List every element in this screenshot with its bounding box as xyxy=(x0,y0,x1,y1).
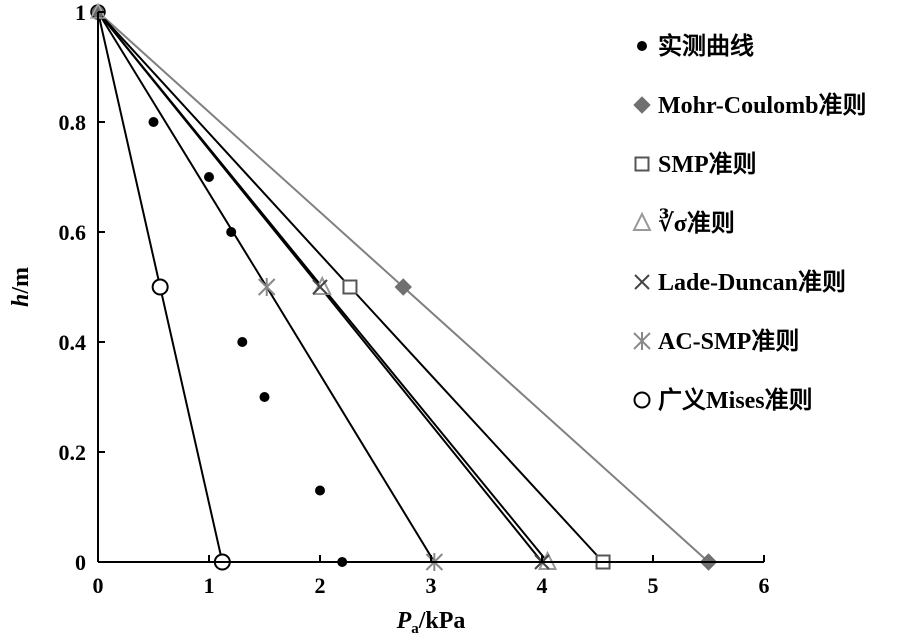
x-axis-label-unit: /kPa xyxy=(418,608,466,634)
series-markers xyxy=(89,2,718,571)
y-tick-label: 0.8 xyxy=(59,110,87,135)
legend-item: 实测曲线 xyxy=(637,32,754,60)
data-point-s4-0 xyxy=(312,279,328,295)
y-tick-label: 0 xyxy=(75,550,86,575)
legend-label: AC-SMP准则 xyxy=(658,328,799,355)
y-axis-label-unit: /m xyxy=(8,267,34,295)
y-tick-label: 0.2 xyxy=(59,440,87,465)
x-tick-label: 2 xyxy=(315,573,326,598)
x-tick-label: 0 xyxy=(93,573,104,598)
x-axis-label-main: P xyxy=(396,608,412,634)
legend-item: Lade-Duncan准则 xyxy=(634,269,846,296)
data-point-s2-0 xyxy=(342,279,358,295)
legend-marker xyxy=(633,96,651,114)
y-tick-label: 0.6 xyxy=(59,220,87,245)
legend-label: 广义Mises准则 xyxy=(658,386,813,414)
legend-item: SMP准则 xyxy=(634,151,757,178)
x-tick-label: 4 xyxy=(537,573,548,598)
data-point-s6-0 xyxy=(151,278,169,296)
legend-marker xyxy=(637,41,647,51)
legend-marker xyxy=(633,332,651,350)
x-tick-label: 6 xyxy=(759,573,770,598)
x-axis-label: Pa/kPa xyxy=(396,608,466,637)
legend-label: Mohr-Coulomb准则 xyxy=(658,92,866,119)
legend: 实测曲线 Mohr-Coulomb准则 SMP准则 ∛σ准则 Lade-Duncan准则… xyxy=(632,32,866,414)
data-point-s1-0 xyxy=(394,278,412,296)
y-axis-label-main: h xyxy=(8,294,34,307)
x-axis-label-sub: a xyxy=(411,621,419,637)
y-tick-label: 0.4 xyxy=(59,330,87,355)
x-tick-label: 1 xyxy=(204,573,215,598)
legend-item: AC-SMP准则 xyxy=(633,328,799,355)
y-axis-label: h/m xyxy=(8,267,34,307)
data-point-s0-0 xyxy=(148,117,159,127)
y-tick-label: 1 xyxy=(75,0,86,25)
legend-marker xyxy=(634,156,650,172)
data-point-s5-0 xyxy=(258,278,276,296)
x-tick-label: 3 xyxy=(426,573,437,598)
legend-label: 实测曲线 xyxy=(658,32,754,60)
legend-label: SMP准则 xyxy=(658,151,757,178)
data-point-s0-3 xyxy=(237,337,248,347)
legend-marker xyxy=(634,274,650,290)
legend-label: ∛σ准则 xyxy=(658,208,735,237)
tick-labels: 0 1 2 3 4 5 6 0 0.2 0.4 0.6 0.8 1 xyxy=(59,0,770,598)
data-point-s0-4 xyxy=(259,392,270,402)
legend-item: ∛σ准则 xyxy=(632,208,735,237)
legend-marker xyxy=(632,211,652,231)
data-point-s0-2 xyxy=(226,227,237,237)
data-point-s0-1 xyxy=(204,172,214,182)
x-tick-label: 5 xyxy=(648,573,659,598)
legend-item: 广义Mises准则 xyxy=(633,386,813,414)
data-point-s0-5 xyxy=(315,485,325,496)
legend-label: Lade-Duncan准则 xyxy=(658,269,846,296)
legend-item: Mohr-Coulomb准则 xyxy=(633,92,866,119)
legend-marker xyxy=(633,391,651,409)
